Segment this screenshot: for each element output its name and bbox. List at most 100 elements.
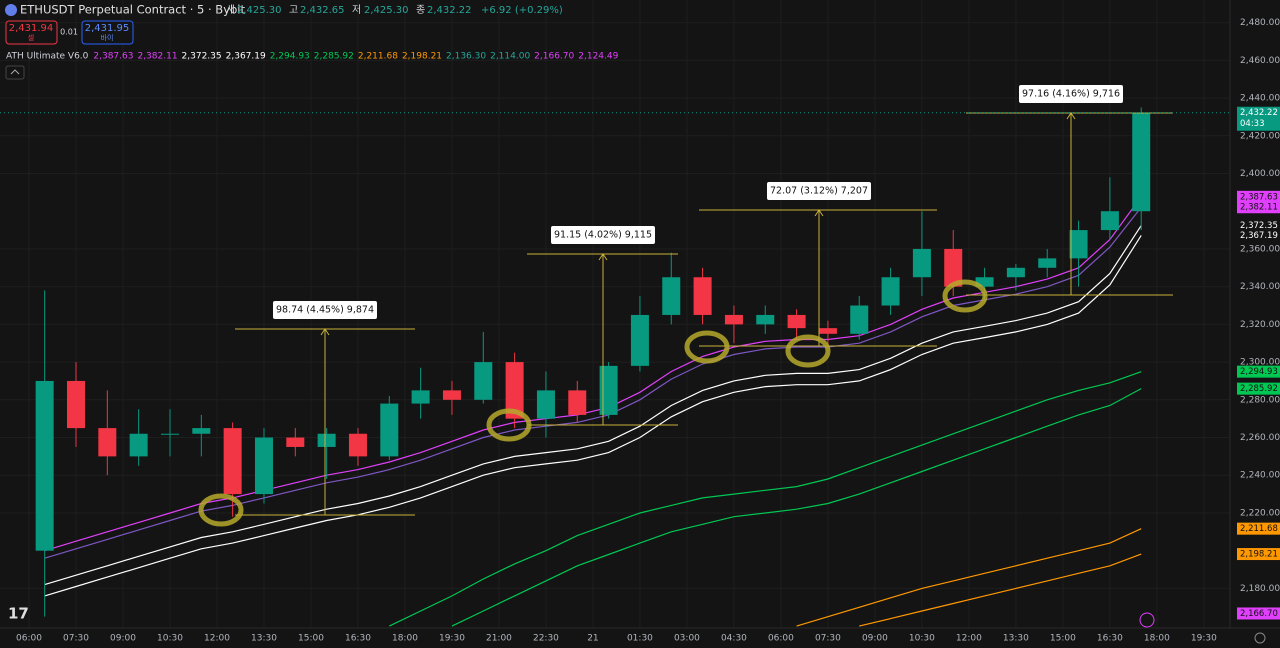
sell-button[interactable] <box>5 20 58 45</box>
sell-price: 2,431.94 <box>9 23 54 34</box>
candle-body <box>223 428 242 495</box>
indicator-line <box>389 371 1142 627</box>
high-label: 고 <box>289 5 298 16</box>
candle-body <box>254 437 273 495</box>
indicator-value: 2,387.63 <box>93 52 133 62</box>
measure-label: 91.15 (4.02%) 9,115 <box>554 230 652 241</box>
settings-icon[interactable] <box>1254 632 1266 644</box>
indicator-value: 2,136.30 <box>446 52 486 62</box>
price-marker-label: 2,285.92 <box>1240 384 1278 394</box>
x-tick-label: 09:00 <box>862 634 888 644</box>
price-marker <box>1237 219 1280 232</box>
candle-body <box>881 277 900 306</box>
x-tick-label: 21 <box>587 634 598 644</box>
x-tick-label: 15:00 <box>298 634 324 644</box>
price-marker <box>1237 607 1280 620</box>
indicator-line <box>451 388 1142 627</box>
x-tick-label: 04:30 <box>721 634 747 644</box>
indicator-value: 2,285.92 <box>314 52 354 62</box>
candle-body <box>818 328 837 334</box>
measure-label: 97.16 (4.16%) 9,716 <box>1022 89 1120 100</box>
indicator-line <box>44 206 1142 559</box>
candle-body <box>1132 112 1151 212</box>
x-tick-label: 07:30 <box>63 634 89 644</box>
x-tick-label: 10:30 <box>909 634 935 644</box>
price-marker-label: 2,166.70 <box>1240 609 1278 619</box>
x-tick-label: 19:30 <box>1191 634 1217 644</box>
candle-body <box>944 248 963 287</box>
indicator-value: 2,114.00 <box>490 52 530 62</box>
candle-body <box>850 305 869 334</box>
measure: 72.07 (3.12%) 7,207 <box>699 182 937 347</box>
symbol-icon <box>5 4 17 16</box>
x-tick-label: 03:00 <box>674 634 700 644</box>
indicator-line <box>796 528 1142 627</box>
close-label: 종 <box>416 4 425 16</box>
measure-box <box>767 182 871 200</box>
price-marker-label: 2,211.68 <box>1240 524 1278 534</box>
collapse-icon <box>10 69 20 75</box>
x-tick-label: 16:30 <box>1097 634 1123 644</box>
highlight-circle <box>942 279 988 313</box>
candle-body <box>1069 230 1088 259</box>
candle-body <box>192 428 211 434</box>
price-marker <box>1237 229 1280 242</box>
change-value: +6.92 (+0.29%) <box>481 5 563 16</box>
y-tick-label: 2,440.00 <box>1240 94 1280 104</box>
y-tick-label: 2,220.00 <box>1240 508 1280 518</box>
candle-body <box>286 437 305 447</box>
logo: 17 <box>8 605 29 623</box>
price-marker <box>1237 365 1280 378</box>
y-tick-label: 2,360.00 <box>1240 244 1280 254</box>
x-tick-label: 18:00 <box>392 634 418 644</box>
countdown: 04:33 <box>1240 119 1265 129</box>
measure-label: 98.74 (4.45%) 9,874 <box>276 305 374 316</box>
collapse-button[interactable] <box>5 65 25 80</box>
candle-body <box>787 314 806 329</box>
y-tick-label: 2,340.00 <box>1240 282 1280 292</box>
candle-body <box>975 277 994 287</box>
symbol-title[interactable]: ETHUSDT Perpetual Contract · 5 · Bybit <box>20 3 245 17</box>
x-tick-label: 13:30 <box>1003 634 1029 644</box>
x-tick-label: 09:00 <box>110 634 136 644</box>
highlight-circle <box>684 330 730 364</box>
candle-body <box>724 314 743 325</box>
price-marker-label: 2,382.11 <box>1240 203 1278 213</box>
candle-body <box>98 428 117 457</box>
y-tick-label: 2,480.00 <box>1240 18 1280 28</box>
measure: 97.16 (4.16%) 9,716 <box>966 85 1173 296</box>
indicator-name[interactable]: ATH Ultimate V6.0 <box>6 52 89 62</box>
candle-body <box>912 248 931 278</box>
x-tick-label: 12:00 <box>204 634 230 644</box>
indicator-value: 2,372.35 <box>182 52 222 62</box>
measure: 91.15 (4.02%) 9,115 <box>527 226 678 426</box>
buy-label: 바이 <box>101 33 114 42</box>
candle-body <box>505 362 524 419</box>
x-tick-label: 06:00 <box>16 634 42 644</box>
y-tick-label: 2,460.00 <box>1240 56 1280 66</box>
alert-icon[interactable] <box>1139 612 1155 628</box>
x-tick-label: 06:00 <box>768 634 794 644</box>
candle-body <box>348 433 367 457</box>
measure-box <box>1019 85 1123 103</box>
candle-body <box>599 365 618 415</box>
price-marker-label: 2,387.63 <box>1240 192 1278 202</box>
y-tick-label: 2,280.00 <box>1240 395 1280 405</box>
price-marker <box>1237 548 1280 561</box>
sell-label: 셀 <box>28 34 34 42</box>
indicator-value: 2,124.49 <box>578 52 618 62</box>
buy-button[interactable] <box>81 20 134 45</box>
candle-body <box>411 390 430 404</box>
x-tick-label: 15:00 <box>1050 634 1076 644</box>
highlight-circle <box>198 493 244 527</box>
highlight-circle <box>486 408 532 442</box>
price-marker <box>1237 382 1280 395</box>
candle-body <box>693 277 712 315</box>
candle-body <box>474 362 493 400</box>
measure-arrow <box>598 253 608 261</box>
y-tick-label: 2,180.00 <box>1240 584 1280 594</box>
candle-body <box>317 433 336 447</box>
indicator-value: 2,211.68 <box>358 52 398 62</box>
spread: 0.01 <box>60 28 78 37</box>
